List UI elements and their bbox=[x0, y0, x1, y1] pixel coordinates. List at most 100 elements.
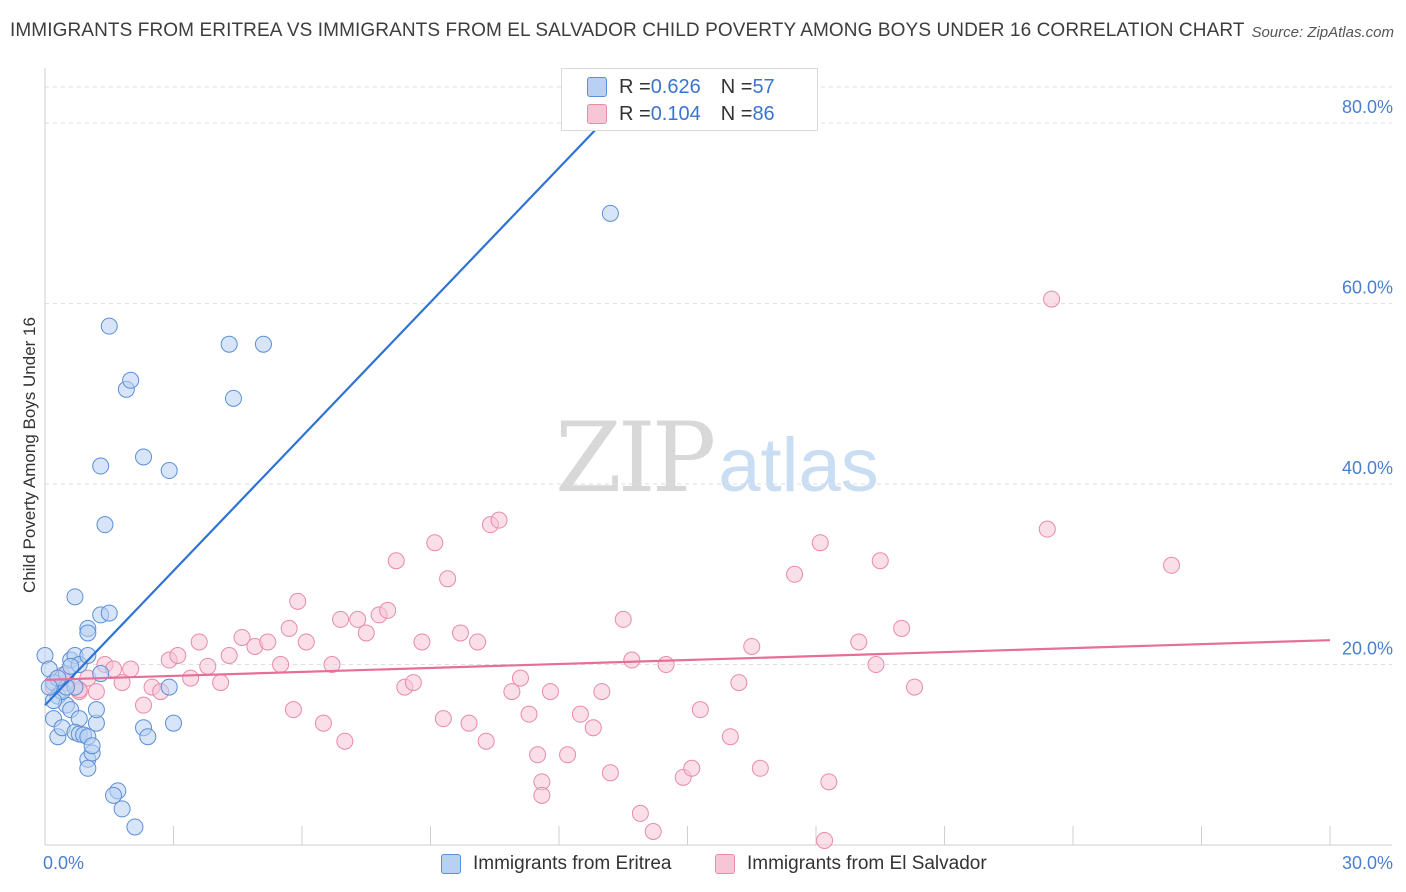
eritrea-point bbox=[601, 204, 619, 222]
el-salvador-point bbox=[601, 764, 619, 782]
eritrea-point bbox=[105, 786, 123, 804]
eritrea-point bbox=[96, 516, 114, 534]
el-salvador-point bbox=[379, 601, 397, 619]
el-salvador-point bbox=[336, 732, 354, 750]
el-salvador-point bbox=[477, 732, 495, 750]
y-tick-label: 20.0% bbox=[1342, 639, 1393, 659]
eritrea-point bbox=[220, 335, 238, 353]
el-salvador-point bbox=[212, 674, 230, 692]
eritrea-point bbox=[165, 714, 182, 732]
eritrea-point bbox=[79, 647, 97, 665]
y-tick-label: 40.0% bbox=[1342, 458, 1393, 478]
legend-r-value: 0.626 bbox=[650, 75, 701, 98]
el-salvador-point bbox=[332, 610, 350, 628]
el-salvador-point bbox=[169, 647, 187, 665]
eritrea-point bbox=[62, 657, 80, 675]
el-salvador-point bbox=[460, 714, 478, 732]
el-salvador-point bbox=[743, 637, 761, 655]
el-salvador-point bbox=[520, 705, 538, 723]
axes bbox=[44, 68, 1392, 846]
series-swatch-el-salvador bbox=[715, 854, 735, 874]
el-salvador-point bbox=[623, 651, 641, 669]
el-salvador-point bbox=[559, 746, 577, 764]
eritrea-point bbox=[79, 624, 97, 642]
el-salvador-point bbox=[644, 822, 662, 840]
legend-row-eritrea: R = 0.626 N = 57 bbox=[562, 74, 775, 100]
eritrea-point bbox=[79, 759, 97, 777]
eritrea-point bbox=[224, 389, 242, 407]
el-salvador-point bbox=[631, 804, 649, 822]
eritrea-point bbox=[126, 818, 144, 836]
series-legend-el-salvador: Immigrants from El Salvador bbox=[715, 852, 987, 876]
legend-n-label: N = bbox=[720, 75, 753, 98]
el-salvador-point bbox=[314, 714, 332, 732]
el-salvador-point bbox=[751, 759, 769, 777]
legend-swatch-eritrea bbox=[587, 77, 607, 97]
el-salvador-point bbox=[1038, 520, 1056, 538]
el-salvador-point bbox=[190, 633, 208, 651]
el-salvador-point bbox=[182, 669, 200, 687]
eritrea-point bbox=[254, 335, 272, 353]
el-salvador-point bbox=[280, 619, 298, 637]
el-salvador-point bbox=[721, 728, 739, 746]
eritrea-point bbox=[66, 588, 84, 606]
eritrea-point bbox=[160, 462, 178, 480]
el-salvador-point bbox=[272, 656, 290, 674]
gridlines bbox=[45, 86, 1392, 666]
trendlines bbox=[44, 122, 1331, 706]
series-label-eritrea: Immigrants from Eritrea bbox=[473, 853, 672, 874]
el-salvador-point bbox=[122, 660, 140, 678]
el-salvador-point bbox=[786, 565, 804, 583]
el-salvador-point bbox=[199, 657, 217, 675]
el-salvador-point bbox=[289, 592, 307, 610]
el-salvador-point bbox=[451, 624, 469, 642]
el-salvador-point bbox=[357, 624, 375, 642]
el-salvador-point bbox=[816, 831, 834, 849]
eritrea-point bbox=[87, 701, 105, 719]
el-salvador-point bbox=[683, 759, 701, 777]
el-salvador-point bbox=[233, 628, 251, 646]
chart-title: IMMIGRANTS FROM ERITREA VS IMMIGRANTS FR… bbox=[10, 20, 1245, 41]
eritrea-point bbox=[40, 678, 58, 696]
el-salvador-point bbox=[529, 746, 547, 764]
y-tick-label: 60.0% bbox=[1342, 278, 1393, 298]
el-salvador-point bbox=[439, 570, 457, 588]
el-salvador-trendline bbox=[44, 639, 1331, 681]
el-salvador-point bbox=[387, 552, 405, 570]
el-salvador-point bbox=[867, 656, 885, 674]
el-salvador-point bbox=[511, 669, 529, 687]
eritrea-point bbox=[83, 737, 101, 755]
eritrea-point bbox=[135, 448, 153, 466]
el-salvador-point bbox=[533, 786, 551, 804]
legend-r-label: R = bbox=[619, 102, 651, 125]
el-salvador-point bbox=[1163, 556, 1181, 574]
x-tick-label-max: 30.0% bbox=[1342, 853, 1393, 873]
el-salvador-point bbox=[413, 633, 431, 651]
legend-row-el-salvador: R = 0.104 N = 86 bbox=[562, 101, 775, 127]
eritrea-trendline bbox=[44, 122, 603, 706]
legend-swatch-el-salvador bbox=[587, 104, 607, 124]
el-salvador-point bbox=[349, 610, 367, 628]
el-salvador-point bbox=[469, 633, 487, 651]
legend-r-label: R = bbox=[619, 75, 651, 98]
el-salvador-point bbox=[541, 683, 559, 701]
eritrea-point bbox=[122, 371, 140, 389]
el-salvador-point bbox=[297, 633, 315, 651]
legend-n-value: 57 bbox=[752, 75, 775, 98]
chart-source: Source: ZipAtlas.com bbox=[1251, 24, 1394, 41]
eritrea-point bbox=[100, 604, 118, 622]
el-salvador-point bbox=[593, 683, 611, 701]
eritrea-point bbox=[160, 678, 178, 696]
legend-r-value: 0.104 bbox=[650, 102, 701, 125]
el-salvador-point bbox=[571, 705, 589, 723]
el-salvador-point bbox=[871, 552, 889, 570]
legend-n-label: N = bbox=[720, 102, 753, 125]
el-salvador-point bbox=[691, 701, 709, 719]
eritrea-point bbox=[139, 728, 157, 746]
el-salvador-point bbox=[434, 710, 452, 728]
el-salvador-point bbox=[503, 683, 521, 701]
series-swatch-eritrea bbox=[441, 854, 461, 874]
points-el-salvador bbox=[36, 204, 619, 836]
el-salvador-point bbox=[490, 511, 508, 529]
